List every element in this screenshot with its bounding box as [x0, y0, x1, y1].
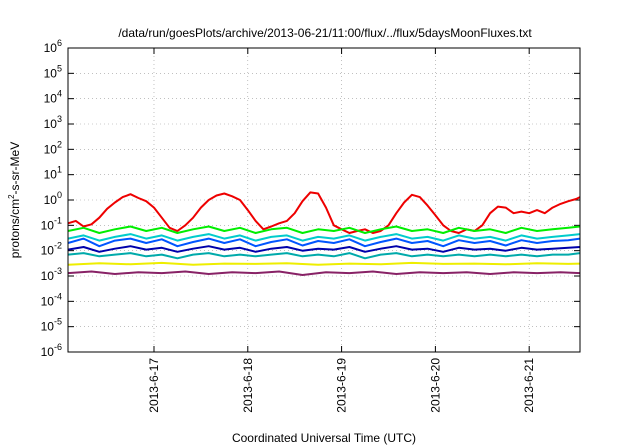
series-line-8	[67, 270, 581, 276]
series-line-3	[67, 233, 581, 242]
y-axis-ticks: 10-6 10-5 10-4 10-3 10-2 10-1 100 101 102 103 104 1…	[41, 38, 580, 359]
x-tick-label: 2013-6-19	[335, 358, 349, 413]
y-tick-label: 10-4	[41, 291, 62, 308]
y-tick-label: 10-5	[41, 317, 62, 334]
series-layer	[67, 191, 581, 276]
series-line-4	[67, 237, 581, 248]
grid-lines	[68, 48, 580, 352]
x-axis-label: Coordinated Universal Time (UTC)	[232, 431, 416, 445]
x-axis-ticks: 2013-6-17 2013-6-18 2013-6-19 2013-6-20 2013…	[147, 48, 536, 413]
y-tick-label: 106	[44, 38, 62, 55]
y-tick-label: 105	[44, 63, 62, 80]
y-tick-label: 10-2	[41, 241, 62, 258]
series-line-1	[67, 191, 581, 234]
series-line-2	[67, 225, 581, 234]
y-axis-label: protons/cm2-s-sr-MeV	[7, 142, 22, 258]
y-tick-label: 102	[44, 139, 62, 156]
plot-frame	[67, 47, 581, 353]
y-tick-label: 100	[44, 190, 62, 207]
x-tick-label: 2013-6-18	[241, 358, 255, 413]
x-tick-label: 2013-6-20	[428, 358, 442, 413]
x-tick-label: 2013-6-17	[147, 358, 161, 413]
chart-title: /data/run/goesPlots/archive/2013-06-21/1…	[118, 26, 532, 40]
y-tick-label: 104	[44, 89, 62, 106]
y-tick-label: 10-6	[41, 342, 62, 359]
y-tick-label: 103	[44, 114, 62, 131]
series-line-7	[67, 261, 581, 266]
x-tick-label: 2013-6-21	[522, 358, 536, 413]
y-tick-label: 10-1	[41, 215, 62, 232]
series-line-5	[67, 245, 581, 253]
y-tick-label: 10-3	[41, 266, 62, 283]
series-line-6	[67, 252, 581, 260]
y-tick-label: 101	[44, 165, 62, 182]
